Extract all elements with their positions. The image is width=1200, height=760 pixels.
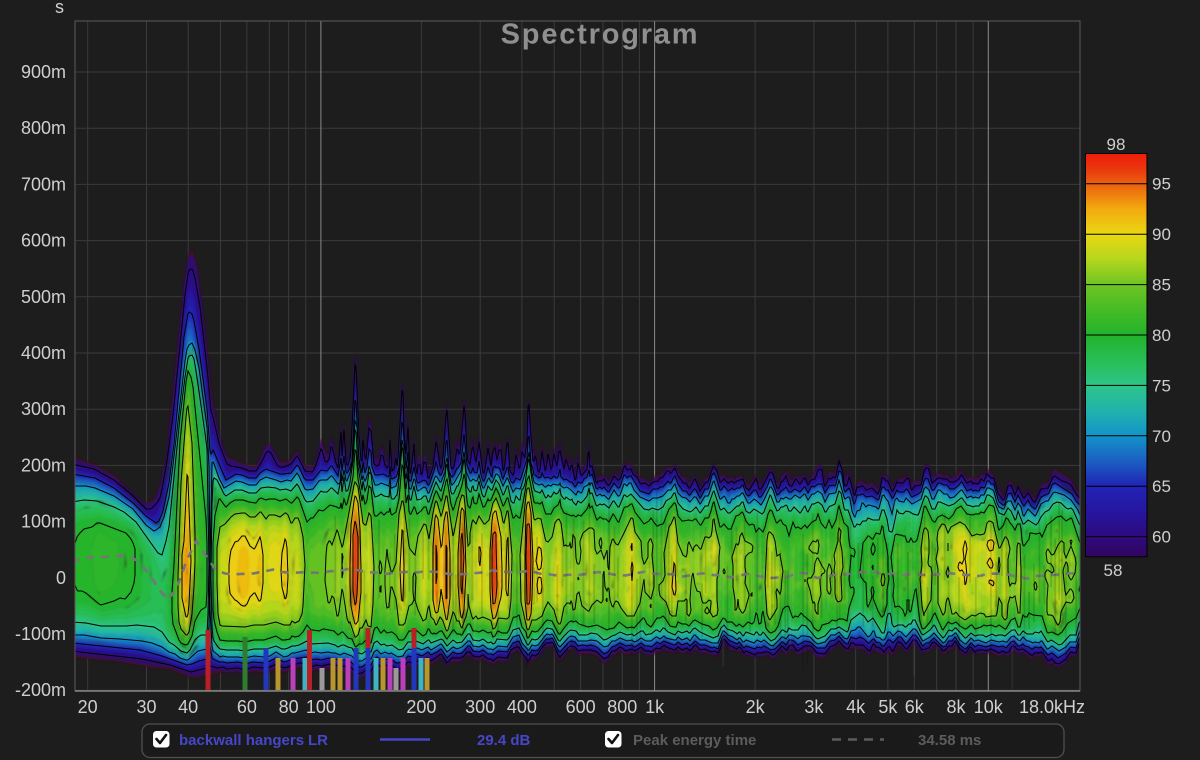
svg-text:400: 400 (507, 697, 537, 717)
svg-text:300: 300 (465, 697, 495, 717)
svg-text:30: 30 (136, 697, 156, 717)
svg-text:4k: 4k (846, 697, 866, 717)
svg-text:90: 90 (1152, 225, 1171, 244)
svg-text:80: 80 (1152, 326, 1171, 345)
svg-text:200: 200 (406, 697, 436, 717)
svg-text:34.58 ms: 34.58 ms (918, 732, 981, 749)
svg-text:98: 98 (1107, 135, 1126, 154)
svg-text:75: 75 (1152, 376, 1171, 395)
svg-text:20: 20 (78, 697, 98, 717)
svg-text:900m: 900m (21, 62, 66, 82)
svg-text:-100m: -100m (15, 624, 66, 644)
svg-text:80: 80 (279, 697, 299, 717)
svg-text:LR: LR (308, 732, 328, 749)
svg-text:500m: 500m (21, 287, 66, 307)
svg-text:600m: 600m (21, 231, 66, 251)
svg-text:800: 800 (607, 697, 637, 717)
svg-text:10k: 10k (974, 697, 1004, 717)
svg-text:85: 85 (1152, 276, 1171, 295)
svg-text:100: 100 (306, 697, 336, 717)
svg-text:60: 60 (237, 697, 257, 717)
svg-text:s: s (55, 0, 64, 17)
svg-text:400m: 400m (21, 343, 66, 363)
svg-text:800m: 800m (21, 118, 66, 138)
svg-text:600: 600 (566, 697, 596, 717)
svg-text:-200m: -200m (15, 680, 66, 700)
svg-text:backwall hangers: backwall hangers (179, 732, 304, 749)
svg-text:65: 65 (1152, 477, 1171, 496)
svg-text:8k: 8k (946, 697, 966, 717)
svg-text:40: 40 (178, 697, 198, 717)
svg-text:200m: 200m (21, 455, 66, 475)
svg-text:1k: 1k (645, 697, 665, 717)
svg-text:58: 58 (1104, 561, 1123, 580)
svg-text:29.4 dB: 29.4 dB (477, 732, 531, 749)
svg-text:95: 95 (1152, 175, 1171, 194)
svg-text:18.0kHz: 18.0kHz (1019, 697, 1085, 717)
svg-text:60: 60 (1152, 528, 1171, 547)
svg-text:3k: 3k (804, 697, 824, 717)
svg-text:Spectrogram: Spectrogram (501, 19, 700, 51)
svg-text:Peak energy time: Peak energy time (633, 732, 756, 749)
svg-text:2k: 2k (746, 697, 766, 717)
svg-text:100m: 100m (21, 512, 66, 532)
svg-text:6k: 6k (905, 697, 925, 717)
svg-text:300m: 300m (21, 399, 66, 419)
svg-text:0: 0 (56, 568, 66, 588)
svg-text:700m: 700m (21, 174, 66, 194)
svg-text:5k: 5k (878, 697, 898, 717)
svg-text:70: 70 (1152, 427, 1171, 446)
